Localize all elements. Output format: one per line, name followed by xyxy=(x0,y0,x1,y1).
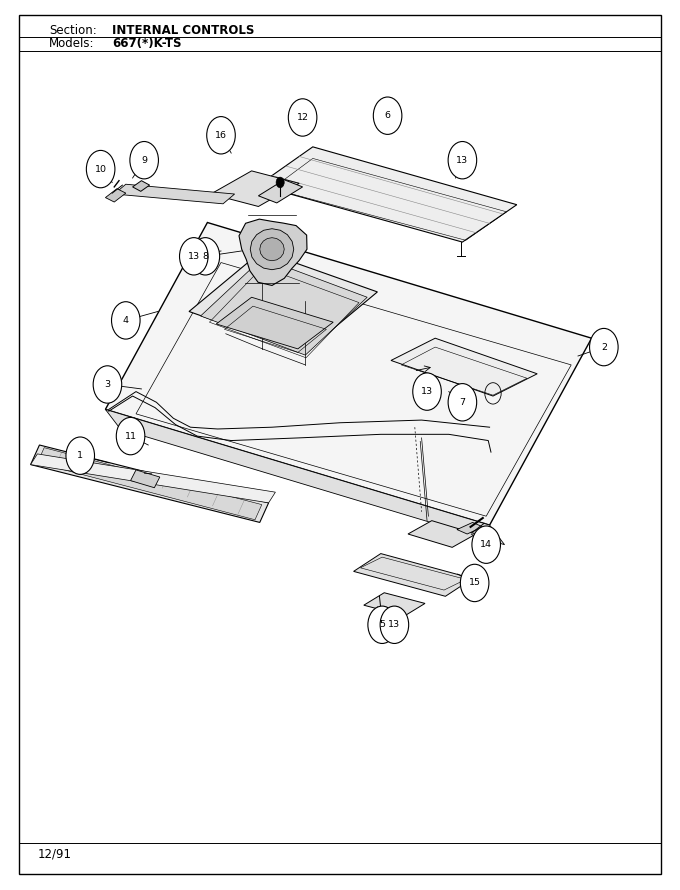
Polygon shape xyxy=(391,338,537,396)
Polygon shape xyxy=(31,454,275,503)
Polygon shape xyxy=(131,470,160,488)
Circle shape xyxy=(86,150,115,188)
Text: 15: 15 xyxy=(469,578,481,587)
Circle shape xyxy=(116,417,145,455)
Text: 2: 2 xyxy=(601,343,607,352)
Polygon shape xyxy=(211,171,299,206)
Circle shape xyxy=(93,366,122,403)
Text: 14: 14 xyxy=(480,540,492,549)
Circle shape xyxy=(373,97,402,134)
Polygon shape xyxy=(364,593,425,616)
Circle shape xyxy=(380,606,409,643)
Circle shape xyxy=(368,606,396,643)
Circle shape xyxy=(207,117,235,154)
Text: 16: 16 xyxy=(215,131,227,140)
Circle shape xyxy=(448,142,477,179)
Circle shape xyxy=(413,373,441,410)
Text: 12: 12 xyxy=(296,113,309,122)
Polygon shape xyxy=(189,251,377,352)
Text: 13: 13 xyxy=(456,156,469,165)
Text: 5: 5 xyxy=(379,620,385,629)
Polygon shape xyxy=(258,180,303,203)
Circle shape xyxy=(460,564,489,602)
Polygon shape xyxy=(201,258,367,355)
Text: Models:: Models: xyxy=(49,37,95,50)
Text: Section:: Section: xyxy=(49,24,97,36)
Circle shape xyxy=(472,526,500,563)
Circle shape xyxy=(130,142,158,179)
Text: 8: 8 xyxy=(203,252,208,261)
Circle shape xyxy=(180,238,208,275)
Polygon shape xyxy=(239,219,307,286)
Polygon shape xyxy=(31,445,269,522)
Polygon shape xyxy=(133,181,150,191)
Text: 12/91: 12/91 xyxy=(37,848,71,861)
Circle shape xyxy=(590,328,618,366)
Text: 13: 13 xyxy=(188,252,200,261)
Circle shape xyxy=(191,238,220,275)
Polygon shape xyxy=(260,238,284,261)
Text: 9: 9 xyxy=(141,156,147,165)
Circle shape xyxy=(448,384,477,421)
Polygon shape xyxy=(408,521,476,547)
Text: 13: 13 xyxy=(388,620,401,629)
Circle shape xyxy=(66,437,95,474)
Text: 667(*)K-TS: 667(*)K-TS xyxy=(112,37,182,50)
Text: 4: 4 xyxy=(123,316,129,325)
Polygon shape xyxy=(105,189,126,202)
Polygon shape xyxy=(250,229,294,270)
Text: 3: 3 xyxy=(104,380,111,389)
Text: 11: 11 xyxy=(124,432,137,441)
Circle shape xyxy=(276,177,284,188)
Polygon shape xyxy=(105,409,505,545)
Polygon shape xyxy=(457,522,483,534)
Polygon shape xyxy=(114,184,235,204)
Text: 6: 6 xyxy=(385,111,390,120)
Polygon shape xyxy=(258,147,517,242)
Polygon shape xyxy=(354,554,473,596)
Polygon shape xyxy=(216,297,333,349)
Text: 7: 7 xyxy=(460,398,465,407)
Circle shape xyxy=(112,302,140,339)
Text: 10: 10 xyxy=(95,165,107,174)
Circle shape xyxy=(288,99,317,136)
Text: INTERNAL CONTROLS: INTERNAL CONTROLS xyxy=(112,24,254,36)
Text: 1: 1 xyxy=(78,451,83,460)
Polygon shape xyxy=(105,222,592,525)
Text: 13: 13 xyxy=(421,387,433,396)
Polygon shape xyxy=(37,448,262,520)
